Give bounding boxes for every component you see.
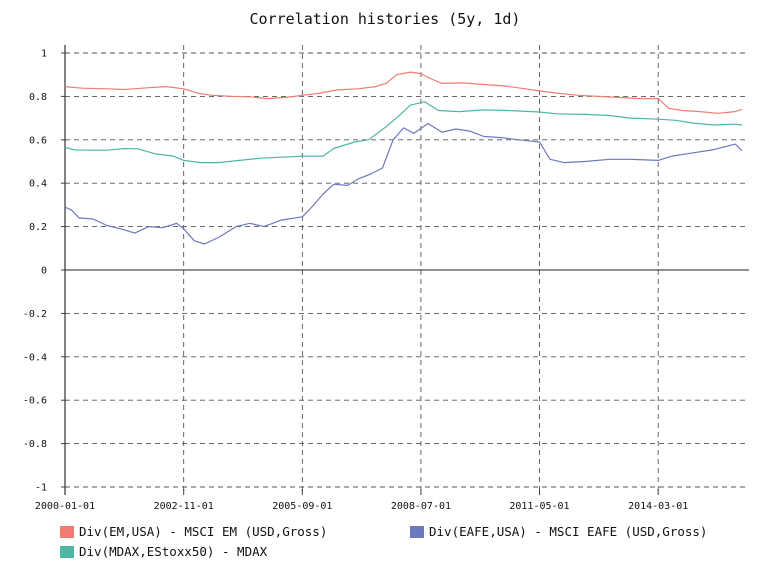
x-tick-label: 2008-07-01 [391,501,451,512]
y-tick-label: 0.4 [29,179,47,190]
legend-swatch-em-usa [60,525,74,538]
legend-item-mdax-estoxx50: Div(MDAX,EStoxx50) - MDAX [60,544,267,559]
y-tick-label: 0.2 [29,222,47,233]
y-tick-label: -0.4 [23,352,47,363]
y-tick-label: -1 [35,483,47,494]
series-line-2 [64,122,743,245]
x-tick-label: 2005-09-01 [272,501,332,512]
line-chart: 1 0.8 0.6 0.4 0.2 0 -0.2 -0.4 -0.6 -0.8 -1 2000-01-… [23,45,749,513]
x-tick-label: 2014-03-01 [628,501,688,512]
series-lines [64,71,743,245]
x-tick-label: 2002-11-01 [154,501,214,512]
legend-label-eafe-usa: Div(EAFE,USA) - MSCI EAFE (USD,Gross) [429,524,708,539]
y-tick-label: -0.6 [23,396,47,407]
chart-title: Correlation histories (5y, 1d) [249,10,521,28]
legend-label-em-usa: Div(EM,USA) - MSCI EM (USD,Gross) [79,524,328,539]
y-tick-label: 0.6 [29,135,47,146]
tick-labels: 1 0.8 0.6 0.4 0.2 0 -0.2 -0.4 -0.6 -0.8 -1 2000-01-… [23,49,688,513]
y-tick-label: -0.2 [23,309,47,320]
series-line-0 [64,71,743,114]
legend-item-eafe-usa: Div(EAFE,USA) - MSCI EAFE (USD,Gross) [410,524,707,539]
y-tick-label: 0.8 [29,92,47,103]
x-tick-label: 2011-05-01 [509,501,569,512]
grid-lines [65,45,749,493]
legend-item-em-usa: Div(EM,USA) - MSCI EM (USD,Gross) [60,524,327,539]
y-tick-label: 0 [41,266,47,277]
x-tick-label: 2000-01-01 [35,501,95,512]
axes [61,45,749,495]
y-tick-label: -0.8 [23,439,47,450]
series-line-1 [64,101,743,164]
legend-swatch-eafe-usa [410,525,424,538]
legend-label-mdax-estoxx50: Div(MDAX,EStoxx50) - MDAX [79,544,268,559]
legend-swatch-mdax-estoxx50 [60,545,74,558]
legend: Div(EM,USA) - MSCI EM (USD,Gross) Div(EA… [60,522,760,572]
y-tick-label: 1 [41,49,47,60]
